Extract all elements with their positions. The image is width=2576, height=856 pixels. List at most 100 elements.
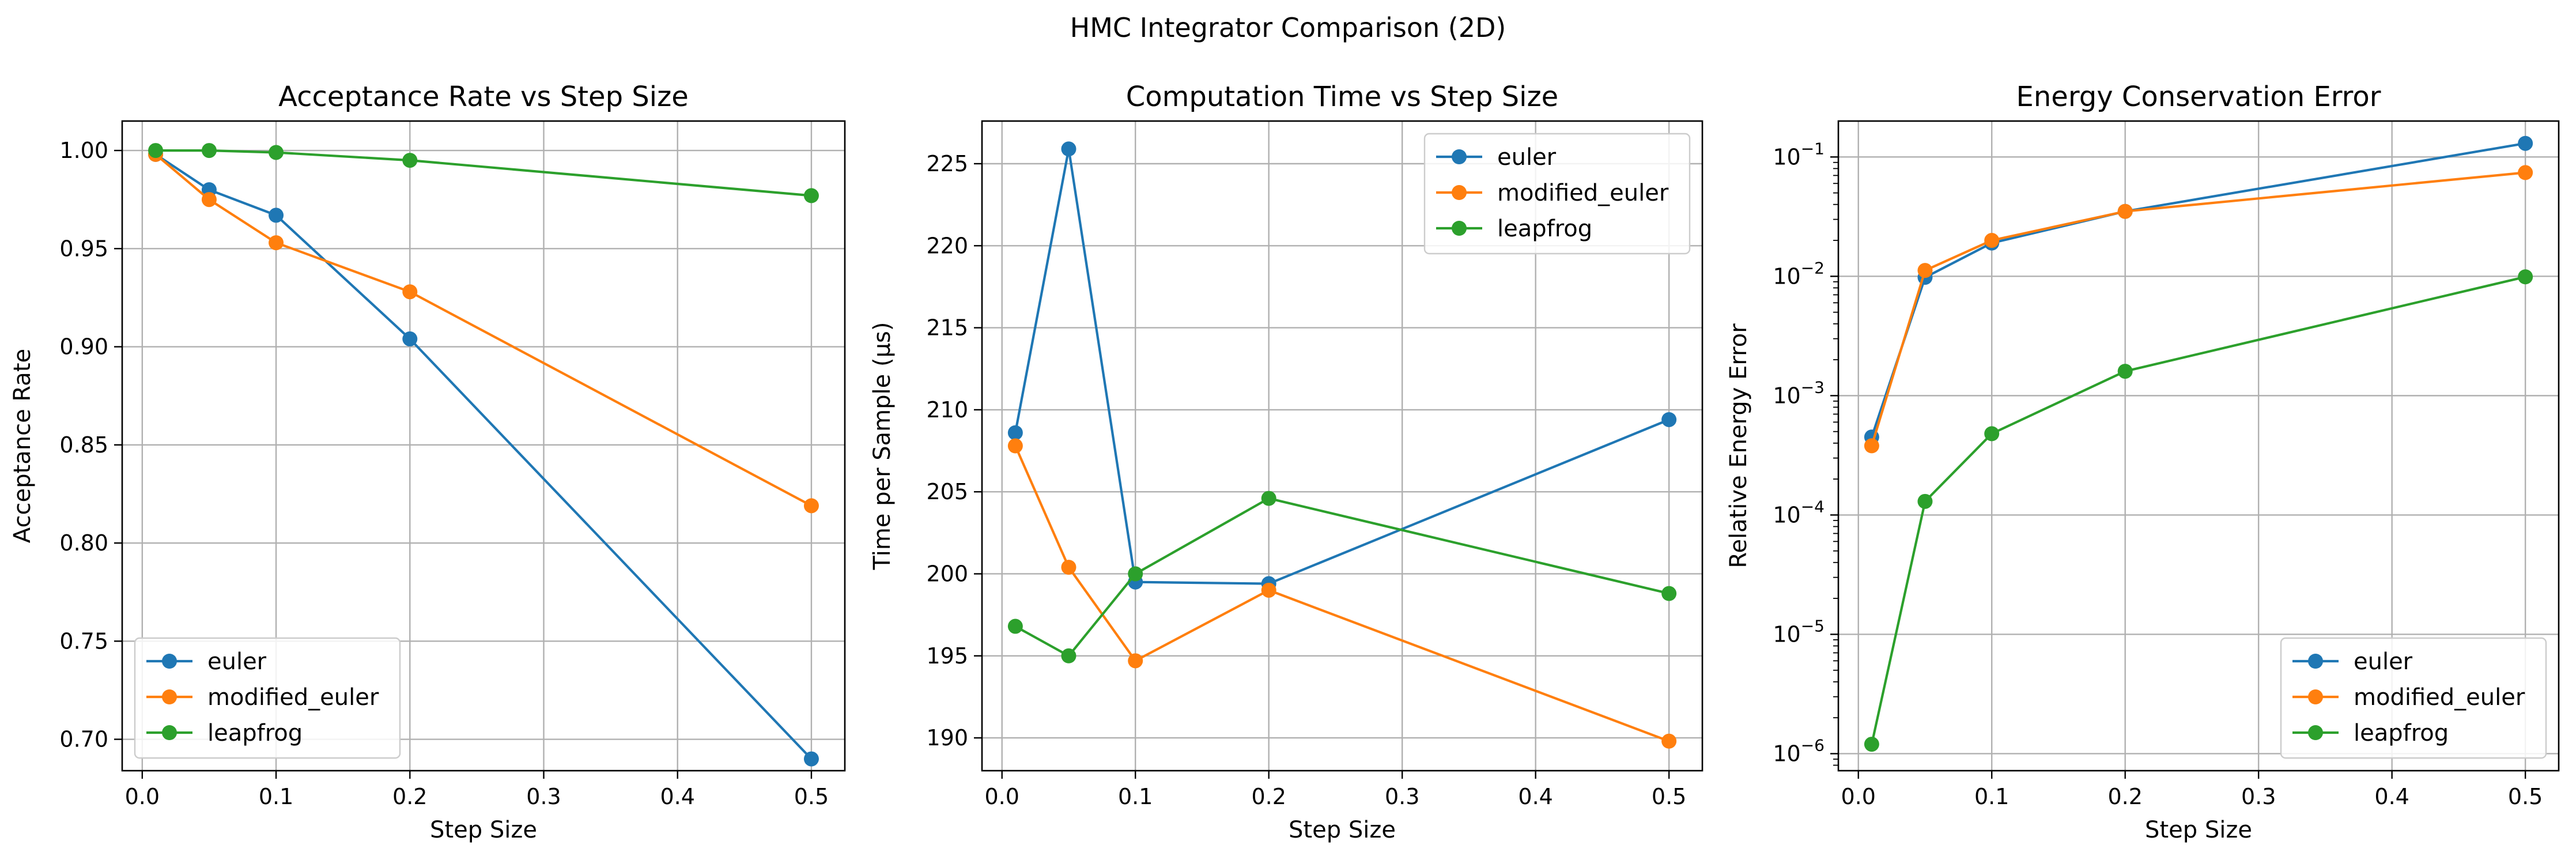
y-tick-label: 200 <box>926 561 968 586</box>
y-tick-label: 0.85 <box>59 432 108 458</box>
data-point <box>2518 165 2533 180</box>
legend-swatch-marker <box>2308 689 2323 704</box>
data-point <box>1917 263 1933 278</box>
x-tick-label: 0.2 <box>1251 784 1286 809</box>
legend-item-leapfrog: leapfrog <box>146 720 303 746</box>
series-group <box>148 143 819 767</box>
data-point <box>803 751 819 767</box>
legend-label: leapfrog <box>207 720 303 746</box>
data-point <box>803 498 819 514</box>
data-point <box>201 143 217 159</box>
x-tick-label: 0.4 <box>2374 784 2409 809</box>
chart-energy-error: 0.0 0.1 0.2 0.3 0.4 0.5 10−6 10−5 10−4 10−3 10−2 10… <box>1725 81 2560 843</box>
chart-title: Acceptance Rate vs Step Size <box>278 81 689 113</box>
y-tick-label: 215 <box>926 315 968 341</box>
axes-frame <box>121 120 846 772</box>
x-tick-label: 0.5 <box>1652 784 1686 809</box>
legend-label: euler <box>207 648 267 675</box>
x-axis-label: Step Size <box>1289 817 1396 843</box>
data-point <box>1128 566 1143 582</box>
data-point <box>1261 582 1276 598</box>
y-tick-label: 210 <box>926 397 968 423</box>
legend-swatch-marker <box>1452 221 1467 236</box>
data-point <box>1261 491 1276 506</box>
series-group <box>1007 141 1677 749</box>
data-point <box>1864 737 1879 752</box>
legend-item-leapfrog: leapfrog <box>2292 720 2449 746</box>
axes-frame <box>981 120 1704 772</box>
y-tick-label: 0.75 <box>59 628 108 654</box>
x-tick-label: 0.0 <box>125 784 160 809</box>
x-tick-label: 0.5 <box>2508 784 2543 809</box>
series-leapfrog <box>148 143 819 203</box>
legend: euler modified_euler leapfrog <box>134 637 401 759</box>
legend-label: euler <box>2354 648 2413 675</box>
legend-item-modified_euler: modified_euler <box>2292 684 2525 711</box>
data-point <box>2117 364 2133 379</box>
data-point <box>803 188 819 203</box>
y-tick-label: 1.00 <box>59 138 108 163</box>
grid <box>122 121 845 771</box>
data-point <box>1984 233 2000 248</box>
legend-swatch-marker <box>1452 185 1467 200</box>
data-point <box>1007 619 1023 634</box>
legend-box <box>1423 133 1691 255</box>
legend-label: leapfrog <box>2354 720 2449 746</box>
legend-item-euler: euler <box>2292 648 2413 675</box>
legend-swatch-marker <box>2308 725 2323 740</box>
legend-swatch-marker <box>1452 149 1467 164</box>
y-tick-label: 10−5 <box>1773 616 1825 647</box>
data-point <box>269 145 284 160</box>
figure-suptitle: HMC Integrator Comparison (2D) <box>1070 12 1506 43</box>
data-point <box>201 192 217 208</box>
legend-label: modified_euler <box>1497 180 1669 206</box>
data-point <box>402 284 418 300</box>
data-point <box>2518 135 2533 151</box>
series-leapfrog <box>1864 269 2533 752</box>
y-tick-label: 225 <box>926 151 968 176</box>
data-point <box>1061 648 1077 663</box>
x-tick-label: 0.2 <box>392 784 427 809</box>
y-tick-label: 0.95 <box>59 236 108 261</box>
x-tick-label: 0.4 <box>660 784 695 809</box>
data-point <box>1061 141 1077 157</box>
series-line <box>1014 445 1670 742</box>
ticks: 0.0 0.1 0.2 0.3 0.4 0.5 190 195 200 205 210 215 220 2… <box>926 151 1686 809</box>
legend-label: modified_euler <box>207 684 379 711</box>
legend-item-leapfrog: leapfrog <box>1436 216 1592 242</box>
legend-swatch-marker <box>162 654 177 669</box>
legend-label: modified_euler <box>2354 684 2525 711</box>
data-point <box>1007 425 1023 440</box>
legend-swatch-marker <box>2308 654 2323 669</box>
x-tick-label: 0.2 <box>2107 784 2142 809</box>
chart-acceptance-rate: 0.0 0.1 0.2 0.3 0.4 0.5 0.70 0.75 0.80 0.85 0.90 0.… <box>9 81 846 843</box>
ticks: 0.0 0.1 0.2 0.3 0.4 0.5 0.70 0.75 0.80 0.85 0.90 0.… <box>59 138 829 809</box>
data-point <box>402 331 418 346</box>
series-euler <box>148 146 819 767</box>
axes-frame <box>1837 120 2560 772</box>
x-axis-label: Step Size <box>2145 817 2252 843</box>
y-tick-label: 0.70 <box>59 727 108 752</box>
data-point <box>269 208 284 223</box>
legend: euler modified_euler leapfrog <box>1423 133 1691 255</box>
legend-box <box>134 637 401 759</box>
y-tick-label: 0.90 <box>59 334 108 360</box>
legend-item-euler: euler <box>1436 144 1557 171</box>
data-point <box>1984 426 2000 442</box>
x-tick-label: 0.1 <box>1118 784 1153 809</box>
x-tick-label: 0.0 <box>985 784 1019 809</box>
y-tick-label: 10−3 <box>1773 378 1825 408</box>
legend-box <box>2280 637 2547 759</box>
legend-item-euler: euler <box>146 648 267 675</box>
data-point <box>1007 438 1023 454</box>
series-leapfrog <box>1007 491 1677 663</box>
y-tick-label: 195 <box>926 643 968 669</box>
x-tick-label: 0.3 <box>2241 784 2276 809</box>
x-tick-label: 0.1 <box>1974 784 2009 809</box>
series-modified_euler <box>1864 165 2533 454</box>
x-tick-label: 0.1 <box>259 784 293 809</box>
data-point <box>269 235 284 251</box>
series-line <box>1870 142 2526 438</box>
y-tick-label: 190 <box>926 725 968 751</box>
legend-swatch-marker <box>162 689 177 704</box>
